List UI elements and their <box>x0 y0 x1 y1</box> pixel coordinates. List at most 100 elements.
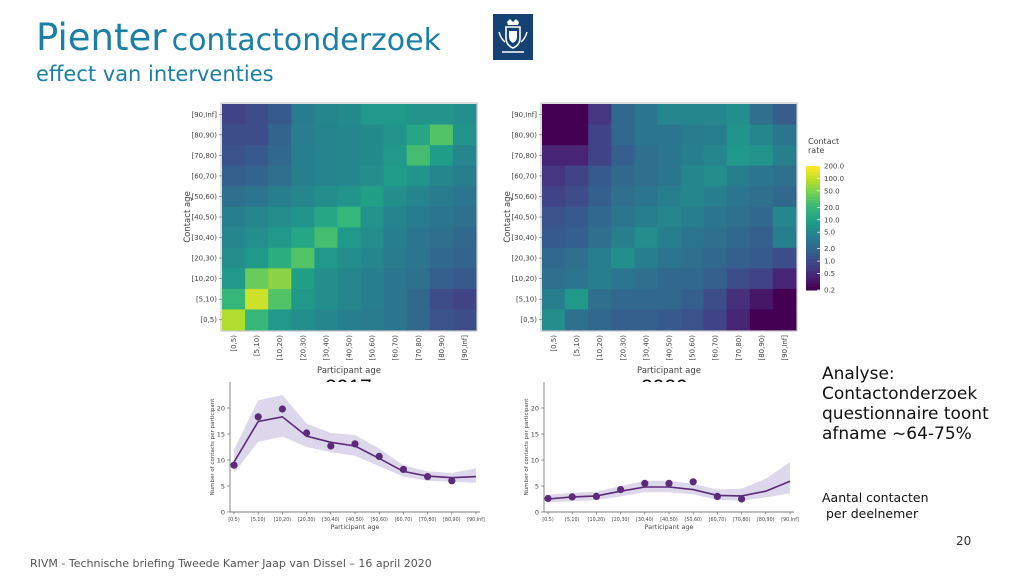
heatmap-cell <box>680 124 705 146</box>
heatmap-cell <box>772 288 797 310</box>
heatmap-cell <box>383 186 408 208</box>
y-tick-label: 0 <box>221 509 225 517</box>
heatmap-cell <box>383 206 408 228</box>
heatmap-cell <box>291 124 315 146</box>
data-point <box>617 486 625 494</box>
heatmap-cell <box>611 309 635 331</box>
x-tick-label: [60,70) <box>392 335 400 361</box>
heatmap-cell <box>337 165 361 187</box>
heatmap-cell <box>772 268 797 290</box>
legend-gradient-step <box>806 243 820 248</box>
heatmap-cell <box>268 206 292 228</box>
legend-gradient-step <box>806 237 820 241</box>
confidence-ribbon <box>234 395 476 483</box>
y-tick-label: 10 <box>217 457 225 465</box>
y-tick-label: [70,80) <box>511 152 537 160</box>
heatmap-cell <box>611 268 635 290</box>
heatmap-cell <box>680 186 705 208</box>
title-rest: contactonderzoek <box>171 23 441 58</box>
heatmap-cell <box>268 268 292 290</box>
x-tick-label: [60,70) <box>395 517 413 523</box>
x-axis-label: Participant age <box>637 366 701 376</box>
legend-gradient-step <box>806 286 820 291</box>
heatmap-cell <box>360 309 385 331</box>
y-axis-label: Contact age <box>183 191 193 243</box>
heatmap-cell <box>360 145 385 167</box>
heatmap-cell <box>726 104 751 125</box>
x-tick-label: [80,90) <box>443 517 461 523</box>
heatmap-cell <box>680 247 705 269</box>
heatmap-cell <box>611 145 635 167</box>
legend-gradient-step <box>806 203 820 207</box>
heatmap-cell <box>245 124 269 146</box>
heatmap-cell <box>657 309 681 331</box>
data-point <box>375 452 383 460</box>
legend-tick-label: 200.0 <box>824 163 844 171</box>
heatmap-cell <box>314 288 338 310</box>
y-tick-label: [20,30) <box>191 255 217 263</box>
heatmap-cell <box>588 186 612 208</box>
heatmap-cell <box>634 124 658 146</box>
data-point <box>399 465 407 473</box>
heatmap-cell <box>634 206 658 228</box>
y-tick-label: 15 <box>531 431 539 439</box>
heatmap-cell <box>452 104 477 125</box>
heatmap-cell <box>452 206 477 228</box>
legend-gradient-step <box>806 277 820 282</box>
heatmap-cell <box>383 268 408 290</box>
rijksoverheid-crest-icon <box>493 14 533 60</box>
data-point <box>278 405 286 413</box>
heatmap-cell <box>452 165 477 187</box>
x-tick-label: [40,50) <box>666 335 674 361</box>
heatmap-cell <box>245 268 269 290</box>
legend-gradient-step <box>806 169 820 173</box>
heatmap-cell <box>314 247 338 269</box>
x-tick-label: [90,Inf] <box>781 517 799 523</box>
heatmap-cell <box>542 288 566 310</box>
heatmap-cell <box>611 227 635 249</box>
data-point <box>351 440 359 448</box>
heatmap-cell <box>657 124 681 146</box>
heatmap-cell <box>337 268 361 290</box>
legend-gradient-step <box>806 175 820 179</box>
heatmap-cell <box>268 104 292 125</box>
legend-gradient-step <box>806 231 820 235</box>
legend-title: Contact <box>808 137 839 146</box>
heatmap-cell <box>314 206 338 228</box>
heatmap-cell <box>565 104 589 125</box>
legend-gradient-step <box>806 249 820 254</box>
heatmap-cell <box>588 165 612 187</box>
heatmap-cell <box>383 288 408 310</box>
legend-tick-label: 0.5 <box>824 270 835 278</box>
y-tick-label: [60,70) <box>511 172 537 180</box>
heatmap-cell <box>680 288 705 310</box>
legend-gradient-step <box>806 178 820 182</box>
heatmap-cell <box>314 104 338 125</box>
legend-tick-label: 1.0 <box>824 258 835 266</box>
y-tick-label: [80,90) <box>511 131 537 139</box>
heatmap-cell <box>565 288 589 310</box>
data-point <box>230 461 238 469</box>
heatmap-cell <box>337 124 361 146</box>
heatmap-cell <box>429 104 454 125</box>
heatmap-cell <box>772 165 797 187</box>
legend-gradient-step <box>806 246 820 251</box>
heatmap-cell <box>383 247 408 269</box>
heatmap-cell <box>360 227 385 249</box>
heatmap-cell <box>542 206 566 228</box>
data-point <box>327 442 335 450</box>
heatmap-cell <box>772 247 797 269</box>
heatmap-cell <box>565 124 589 146</box>
y-tick-label: 5 <box>535 483 539 491</box>
x-tick-label: [70,80) <box>419 517 437 523</box>
x-tick-label: [90,Inf] <box>461 335 469 361</box>
heatmap-cell <box>703 268 728 290</box>
x-tick-label: [50,60) <box>684 517 702 523</box>
heatmap-cell <box>611 186 635 208</box>
x-tick-label: [5,10) <box>565 517 580 523</box>
heatmap-cell <box>429 288 454 310</box>
heatmap-cell <box>726 288 751 310</box>
heatmap-cell <box>542 124 566 146</box>
x-tick-label: [60,70) <box>712 335 720 361</box>
heatmap-cell <box>406 186 431 208</box>
